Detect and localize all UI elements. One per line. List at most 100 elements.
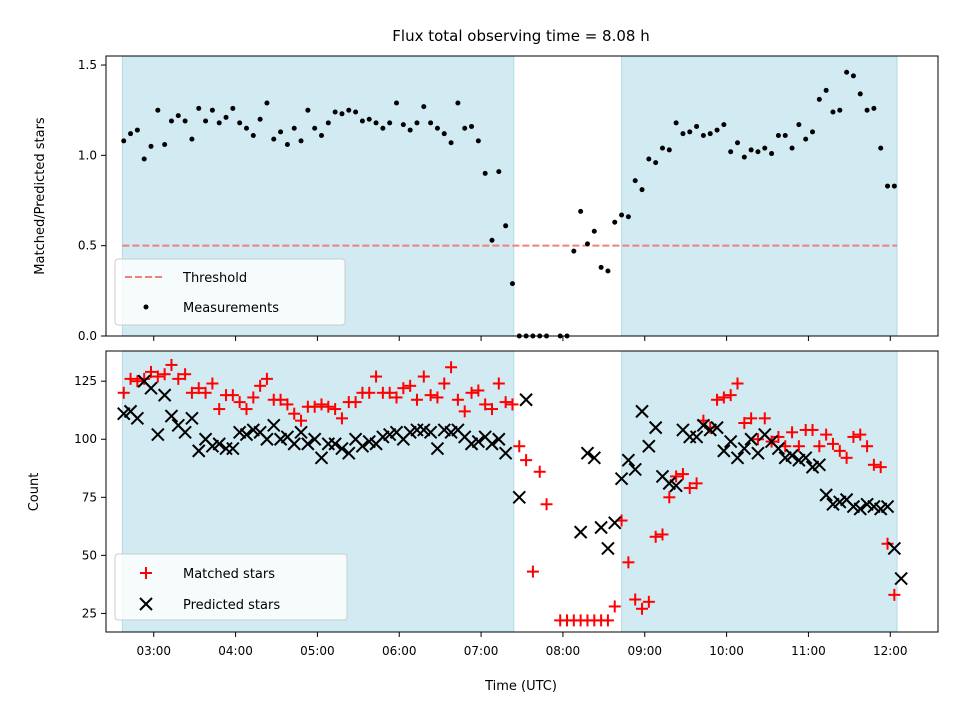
matched-star-point xyxy=(663,491,676,504)
predicted-star-point xyxy=(423,425,438,439)
legend-threshold-label: Threshold xyxy=(182,271,247,286)
predicted-star-point xyxy=(178,425,192,439)
measurement-point xyxy=(298,138,304,144)
measurement-point xyxy=(503,223,509,229)
predicted-star-point xyxy=(744,432,758,446)
measurement-point xyxy=(653,160,659,166)
matched-star-point xyxy=(281,398,294,411)
measurement-point xyxy=(578,208,584,214)
matched-star-point xyxy=(206,377,219,390)
measurement-point xyxy=(857,91,863,97)
matched-star-point xyxy=(649,530,662,543)
predicted-star-point xyxy=(144,381,158,395)
predicted-star-point xyxy=(785,448,799,463)
predicted-star-point xyxy=(669,478,683,493)
measurement-point xyxy=(782,132,788,138)
measurement-point xyxy=(741,154,747,160)
matched-star-point xyxy=(192,382,205,395)
legend-measurements-swatch xyxy=(143,304,149,310)
matched-star-point xyxy=(724,389,737,402)
predicted-star-point xyxy=(689,430,704,444)
predicted-star-point xyxy=(642,439,656,453)
matched-star-point xyxy=(295,414,308,427)
measurement-point xyxy=(571,248,577,254)
matched-star-point xyxy=(397,382,410,395)
matched-star-point xyxy=(526,565,539,578)
matched-star-point xyxy=(199,386,212,399)
measurement-point xyxy=(482,170,488,176)
measurement-point xyxy=(837,107,843,113)
predicted-star-point xyxy=(696,418,711,433)
predicted-star-point xyxy=(355,439,370,453)
predicted-star-point xyxy=(648,420,663,435)
matched-star-point xyxy=(404,379,417,392)
matched-star-point xyxy=(158,368,171,381)
legend-predicted-swatch xyxy=(139,597,153,611)
measurement-point xyxy=(721,122,727,128)
measurement-point xyxy=(257,116,263,122)
measurement-point xyxy=(775,132,781,138)
predicted-star-point xyxy=(601,541,615,556)
predicted-star-point xyxy=(157,388,172,402)
measurement-point xyxy=(278,129,284,135)
top-legend: Threshold Measurements xyxy=(114,258,346,326)
measurement-point xyxy=(414,120,420,126)
matched-star-point xyxy=(240,403,253,416)
measurement-point xyxy=(155,107,161,113)
predicted-star-point xyxy=(573,525,588,539)
predicted-star-point xyxy=(614,472,629,486)
measurement-point xyxy=(673,120,679,126)
matched-star-point xyxy=(636,602,649,615)
measurement-point xyxy=(591,228,597,234)
measurement-point xyxy=(319,132,325,138)
predicted-star-point xyxy=(430,441,445,456)
observing-window-band xyxy=(621,55,898,337)
measurement-point xyxy=(469,123,475,129)
matched-star-point xyxy=(874,461,887,474)
predicted-star-point xyxy=(894,571,908,586)
matched-star-point xyxy=(731,377,744,390)
matched-star-point xyxy=(888,588,901,601)
matched-star-point xyxy=(867,458,880,471)
predicted-star-point xyxy=(723,434,738,449)
predicted-star-point xyxy=(471,434,486,449)
predicted-star-point xyxy=(335,441,349,456)
measurement-point xyxy=(271,136,277,142)
measurement-point xyxy=(707,131,713,137)
matched-star-point xyxy=(499,396,512,409)
measurement-point xyxy=(728,149,734,155)
matched-star-point xyxy=(138,372,151,385)
measurement-point xyxy=(325,120,331,126)
measurement-point xyxy=(748,147,754,153)
measurement-point xyxy=(366,116,372,122)
y-tick-label: 50 xyxy=(82,548,97,562)
matched-star-point xyxy=(758,412,771,425)
x-tick-label: 09:00 xyxy=(627,644,662,658)
measurement-point xyxy=(264,100,270,106)
measurement-point xyxy=(810,129,816,135)
matched-star-point xyxy=(786,426,799,439)
matched-star-point xyxy=(513,440,526,453)
matched-star-point xyxy=(322,400,335,413)
measurement-point xyxy=(434,125,440,131)
matched-star-point xyxy=(690,477,703,490)
x-tick-label: 07:00 xyxy=(464,644,499,658)
y-tick-label: 0.5 xyxy=(78,239,97,253)
y-tick-label: 1.5 xyxy=(78,58,97,72)
measurement-point xyxy=(789,145,795,151)
measurement-point xyxy=(121,138,127,144)
y-tick-label: 0.0 xyxy=(78,329,97,343)
figure-title: Flux total observing time = 8.08 h xyxy=(392,27,649,45)
predicted-star-point xyxy=(192,444,206,458)
measurement-point xyxy=(128,131,134,137)
measurement-point xyxy=(448,140,454,146)
matched-star-point xyxy=(424,389,437,402)
matched-star-point xyxy=(179,368,192,381)
matched-star-point xyxy=(506,398,519,411)
predicted-star-point xyxy=(307,432,322,446)
matched-star-point xyxy=(145,365,158,378)
x-tick-label: 12:00 xyxy=(873,644,908,658)
matched-star-point xyxy=(826,437,839,450)
matched-star-point xyxy=(670,470,683,483)
measurement-point xyxy=(394,100,400,106)
